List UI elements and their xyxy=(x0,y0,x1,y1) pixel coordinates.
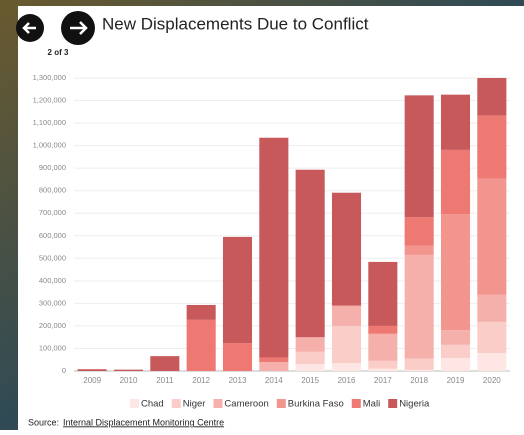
chart: 0 100,000 200,000 300,000 400,000 500,000 600,… xyxy=(33,73,510,385)
y-tick-label: 1,200,000 xyxy=(33,96,66,105)
bar-segment xyxy=(440,344,471,358)
page-indicator: 2 of 3 xyxy=(48,48,69,57)
bar-segment xyxy=(440,357,471,371)
x-tick-label: 2020 xyxy=(483,376,501,385)
bar-segment xyxy=(331,325,362,364)
bar-segment xyxy=(77,369,107,371)
x-tick-label: 2017 xyxy=(374,376,392,385)
source-link[interactable]: Internal Displacement Monitoring Centre xyxy=(63,417,224,427)
legend-swatch xyxy=(351,399,361,408)
x-tick-label: 2013 xyxy=(229,376,247,385)
bar-segment xyxy=(222,236,253,344)
bar-segment xyxy=(404,369,434,371)
legend-swatch xyxy=(276,399,286,408)
x-tick-label: 2014 xyxy=(265,376,283,385)
bar-segment xyxy=(295,351,325,365)
bar-segment xyxy=(477,352,507,371)
legend-swatch xyxy=(171,399,181,408)
y-tick-label: 600,000 xyxy=(39,231,66,240)
bar-segment xyxy=(259,137,289,358)
bar-segment xyxy=(186,319,216,371)
x-tick-label: 2019 xyxy=(447,376,465,385)
bar-segment xyxy=(477,294,507,322)
bar-segment xyxy=(113,369,144,371)
bar-segment xyxy=(295,337,325,352)
source-label: Source: xyxy=(28,417,59,427)
bar-segment xyxy=(477,78,507,116)
bar-segment xyxy=(331,192,362,306)
y-tick-label: 1,000,000 xyxy=(33,141,66,150)
bar-segment xyxy=(404,245,434,255)
bar-segment xyxy=(331,305,362,326)
bar-segment xyxy=(440,94,471,150)
legend-label: Cameroon xyxy=(224,399,268,410)
bar-segment xyxy=(404,217,434,246)
legend-label: Chad xyxy=(141,399,164,410)
bar-segment xyxy=(477,178,507,295)
bar-segment xyxy=(295,169,325,338)
y-tick-label: 300,000 xyxy=(39,298,66,307)
y-tick-label: 200,000 xyxy=(39,321,66,330)
bar-segment xyxy=(259,361,289,371)
bar-segment xyxy=(404,95,434,218)
bar-segment xyxy=(368,360,398,369)
back-button[interactable] xyxy=(16,14,44,42)
forward-button[interactable] xyxy=(61,11,95,45)
bar-segment xyxy=(440,149,471,215)
x-tick-label: 2015 xyxy=(301,376,319,385)
legend: Chad Niger Cameroon Burkina Faso Mali Nigeria xyxy=(130,399,430,410)
bar-segment xyxy=(186,304,216,320)
y-tick-label: 100,000 xyxy=(39,343,66,352)
y-tick-label: 500,000 xyxy=(39,253,66,262)
y-tick-label: 800,000 xyxy=(39,186,66,195)
bar-segment xyxy=(150,356,180,371)
x-tick-label: 2010 xyxy=(120,376,138,385)
legend-label: Nigeria xyxy=(399,399,430,410)
legend-swatch xyxy=(213,399,223,408)
bar-segment xyxy=(440,214,471,331)
bar-segment xyxy=(222,343,253,371)
chart-title: New Displacements Due to Conflict xyxy=(102,14,369,33)
x-tick-label: 2016 xyxy=(338,376,356,385)
bar-segment xyxy=(259,357,289,362)
bar-segment xyxy=(331,363,362,371)
y-tick-label: 900,000 xyxy=(39,163,66,172)
x-tick-label: 2012 xyxy=(192,376,210,385)
bar-segment xyxy=(440,330,471,345)
legend-label: Burkina Faso xyxy=(288,399,344,410)
bar-segment xyxy=(477,115,507,179)
bar-segment xyxy=(295,364,325,371)
legend-label: Niger xyxy=(183,399,206,410)
x-tick-label: 2009 xyxy=(83,376,101,385)
bar-segment xyxy=(368,368,398,371)
bar-segment xyxy=(368,261,398,326)
legend-label: Mali xyxy=(363,399,380,410)
bar-segment xyxy=(404,358,434,370)
x-tick-label: 2018 xyxy=(410,376,428,385)
bar-segment xyxy=(477,321,507,353)
y-tick-label: 700,000 xyxy=(39,208,66,217)
x-tick-label: 2011 xyxy=(156,376,174,385)
y-tick-label: 400,000 xyxy=(39,276,66,285)
bar-segment xyxy=(368,333,398,361)
y-tick-label: 1,300,000 xyxy=(33,73,66,82)
bar-segment xyxy=(368,325,398,334)
y-tick-label: 1,100,000 xyxy=(33,118,66,127)
y-tick-label: 0 xyxy=(62,366,66,375)
bar-segment xyxy=(404,254,434,359)
legend-swatch xyxy=(388,399,398,408)
legend-swatch xyxy=(130,399,139,408)
